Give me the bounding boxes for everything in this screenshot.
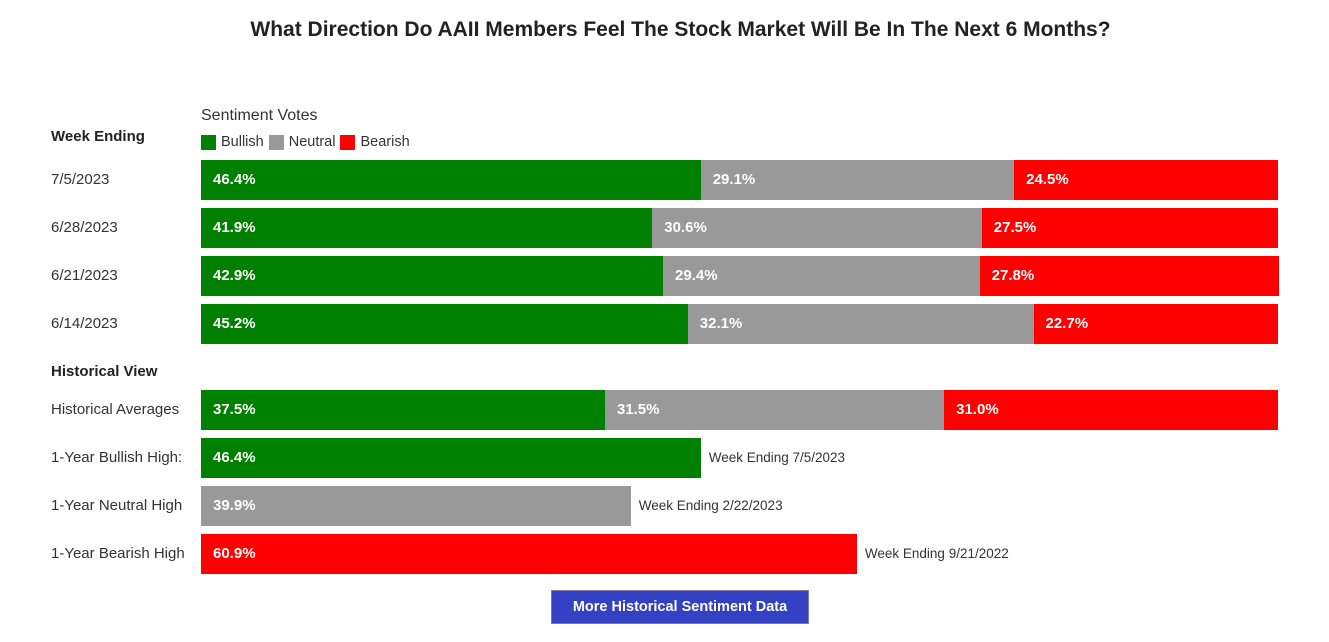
legend-bullish: Bullish [221,134,264,150]
bar-bearish: 60.9% [201,534,857,574]
row-label: 1-Year Bullish High: [51,449,183,466]
bar-neutral: 29.4% [663,256,980,296]
legend-bearish: Bearish [360,134,410,150]
legend-title: Sentiment Votes [201,107,318,124]
bar-neutral: 32.1% [687,304,1034,344]
week-ending-note: Week Ending 7/5/2023 [708,450,846,465]
weekly-bar-row: 45.2% 32.1% 22.7% [201,304,1278,344]
bar-neutral: 30.6% [652,208,982,248]
week-ending-note: Week Ending 9/21/2022 [864,546,1009,561]
weekly-bar-row: 46.4% 29.1% 24.5% [201,160,1278,200]
bar-bearish: 27.5% [981,208,1278,248]
row-label: Historical Averages [51,401,180,418]
more-historical-data-button[interactable]: More Historical Sentiment Data [551,590,809,624]
historical-bar-row: 60.9% Week Ending 9/21/2022 [201,534,1009,574]
bar-neutral: 31.5% [604,390,945,430]
bar-bearish: 22.7% [1033,304,1278,344]
historical-view-header: Historical View [51,363,158,380]
weekly-bar-row: 42.9% 29.4% 27.8% [201,256,1280,296]
bar-bullish: 46.4% [201,160,701,200]
legend-swatch-neutral [268,134,284,150]
row-label: 7/5/2023 [51,171,110,188]
legend-swatch-bearish [340,134,356,150]
historical-bar-row: 46.4% Week Ending 7/5/2023 [201,438,845,478]
bar-bullish: 41.9% [201,208,653,248]
chart-title: What Direction Do AAII Members Feel The … [250,18,1111,41]
legend-swatch-bullish [201,134,216,150]
weekly-bar-row: 41.9% 30.6% 27.5% [201,208,1278,248]
historical-bar-row: 39.9% Week Ending 2/22/2023 [201,486,783,526]
bar-neutral: 39.9% [201,486,631,526]
week-ending-header: Week Ending [51,128,145,145]
bar-bearish: 27.8% [979,256,1280,296]
bar-bullish: 37.5% [201,390,605,430]
bar-neutral: 29.1% [700,160,1015,200]
week-ending-note: Week Ending 2/22/2023 [638,498,783,513]
row-label: 1-Year Neutral High [51,497,183,514]
row-label: 6/28/2023 [51,219,118,236]
row-label: 6/14/2023 [51,315,118,332]
bar-bullish: 42.9% [201,256,664,296]
legend: Bullish Neutral Bearish [201,134,410,150]
bar-bullish: 46.4% [201,438,701,478]
row-label: 1-Year Bearish High [51,545,185,562]
row-label: 6/21/2023 [51,267,118,284]
legend-neutral: Neutral [288,134,336,150]
bar-bearish: 31.0% [944,390,1278,430]
historical-bar-row: 37.5% 31.5% 31.0% [201,390,1278,430]
bar-bearish: 24.5% [1014,160,1278,200]
bar-bullish: 45.2% [201,304,688,344]
